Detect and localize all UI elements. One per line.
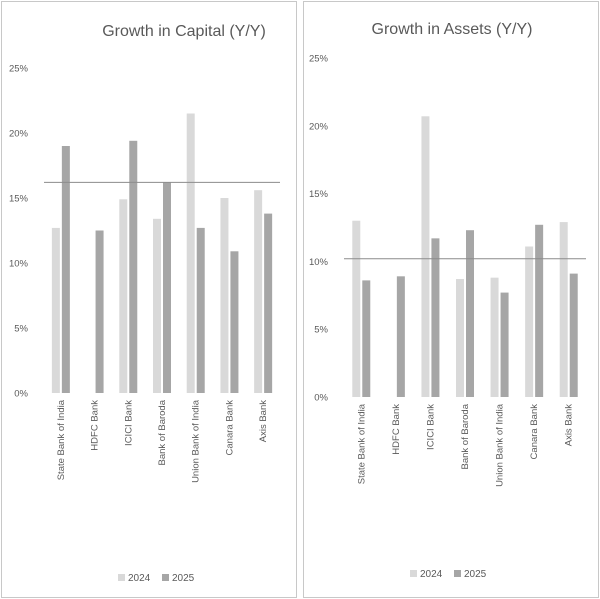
category-label: Bank of Baroda — [157, 399, 168, 465]
y-tick-label: 10% — [9, 259, 29, 270]
y-tick-label: 25% — [9, 64, 29, 75]
legend-label-2024: 2024 — [420, 569, 443, 580]
category-label: Bank of Baroda — [460, 403, 471, 469]
legend-swatch-2024 — [410, 570, 417, 577]
bar-2025-axis-bank — [264, 213, 273, 393]
bar-2025-state-bank-of-india — [362, 280, 371, 397]
category-label: HDFC Bank — [391, 404, 402, 455]
bar-2024-state-bank-of-india — [51, 227, 60, 393]
bar-2025-canara-bank — [535, 224, 544, 397]
capital-growth-chart: Growth in Capital (Y/Y) 0% 5% 10% 15% 20% 25%… — [9, 23, 280, 584]
y-tick-label: 15% — [309, 189, 329, 200]
legend-swatch-2024 — [118, 574, 125, 581]
assets-growth-chart: Growth in Assets (Y/Y) 0% 5% 10% 15% 20% 25% S… — [309, 21, 586, 580]
category-label: Canara Bank — [224, 400, 235, 456]
legend-swatch-2025 — [162, 574, 169, 581]
y-tick-label: 5% — [314, 325, 328, 336]
bar-2025-hdfc-bank — [396, 276, 405, 397]
category-label: State Bank of India — [356, 403, 367, 484]
bar-2024-union-bank-of-india — [186, 113, 195, 393]
bar-2024-canara-bank — [220, 198, 229, 393]
bar-2024-bank-of-baroda — [456, 279, 464, 397]
y-tick-label: 0% — [14, 389, 28, 400]
category-label: Union Bank of India — [495, 403, 506, 487]
y-tick-label: 20% — [9, 129, 29, 140]
legend-label-2025: 2025 — [464, 569, 487, 580]
bar-2024-bank-of-baroda — [153, 218, 161, 393]
category-label: Canara Bank — [529, 404, 540, 460]
chart-title: Growth in Capital (Y/Y) — [102, 23, 266, 40]
legend-label-2025: 2025 — [172, 573, 195, 584]
bar-2024-canara-bank — [525, 246, 534, 397]
legend-swatch-2025 — [454, 570, 461, 577]
bar-2025-icici-bank — [431, 238, 440, 397]
bar-2025-union-bank-of-india — [500, 292, 509, 397]
bar-2025-axis-bank — [569, 273, 578, 397]
bar-2025-hdfc-bank — [95, 230, 104, 393]
y-tick-label: 0% — [314, 393, 328, 404]
y-tick-label: 10% — [309, 257, 329, 268]
legend-label-2024: 2024 — [128, 573, 151, 584]
bar-2024-union-bank-of-india — [490, 277, 499, 397]
bar-2025-canara-bank — [230, 251, 239, 393]
category-label: ICICI Bank — [123, 400, 134, 446]
y-tick-label: 25% — [309, 54, 329, 65]
chart-title: Growth in Assets (Y/Y) — [372, 21, 533, 38]
bar-2024-icici-bank — [421, 116, 430, 398]
bar-2024-state-bank-of-india — [352, 220, 361, 397]
category-label: Axis Bank — [258, 400, 269, 442]
category-label: Union Bank of India — [191, 399, 202, 483]
capital-growth-chart-panel: Growth in Capital (Y/Y) 0% 5% 10% 15% 20% 25%… — [1, 1, 297, 598]
bar-2025-state-bank-of-india — [61, 146, 70, 393]
category-label: Axis Bank — [564, 404, 575, 446]
category-label: ICICI Bank — [425, 404, 436, 450]
assets-growth-chart-panel: Growth in Assets (Y/Y) 0% 5% 10% 15% 20% 25% S… — [303, 1, 599, 598]
bar-2024-axis-bank — [254, 190, 263, 393]
bar-2024-icici-bank — [119, 199, 128, 393]
y-tick-label: 20% — [309, 121, 329, 132]
y-tick-label: 5% — [14, 324, 28, 335]
bar-2025-union-bank-of-india — [196, 227, 205, 393]
category-label: State Bank of India — [56, 399, 67, 480]
y-tick-label: 15% — [9, 194, 29, 205]
bar-2024-axis-bank — [559, 222, 568, 397]
bar-2025-bank-of-baroda — [466, 230, 474, 397]
bar-2025-icici-bank — [129, 140, 138, 393]
category-label: HDFC Bank — [90, 400, 101, 451]
bar-2025-bank-of-baroda — [163, 182, 171, 393]
